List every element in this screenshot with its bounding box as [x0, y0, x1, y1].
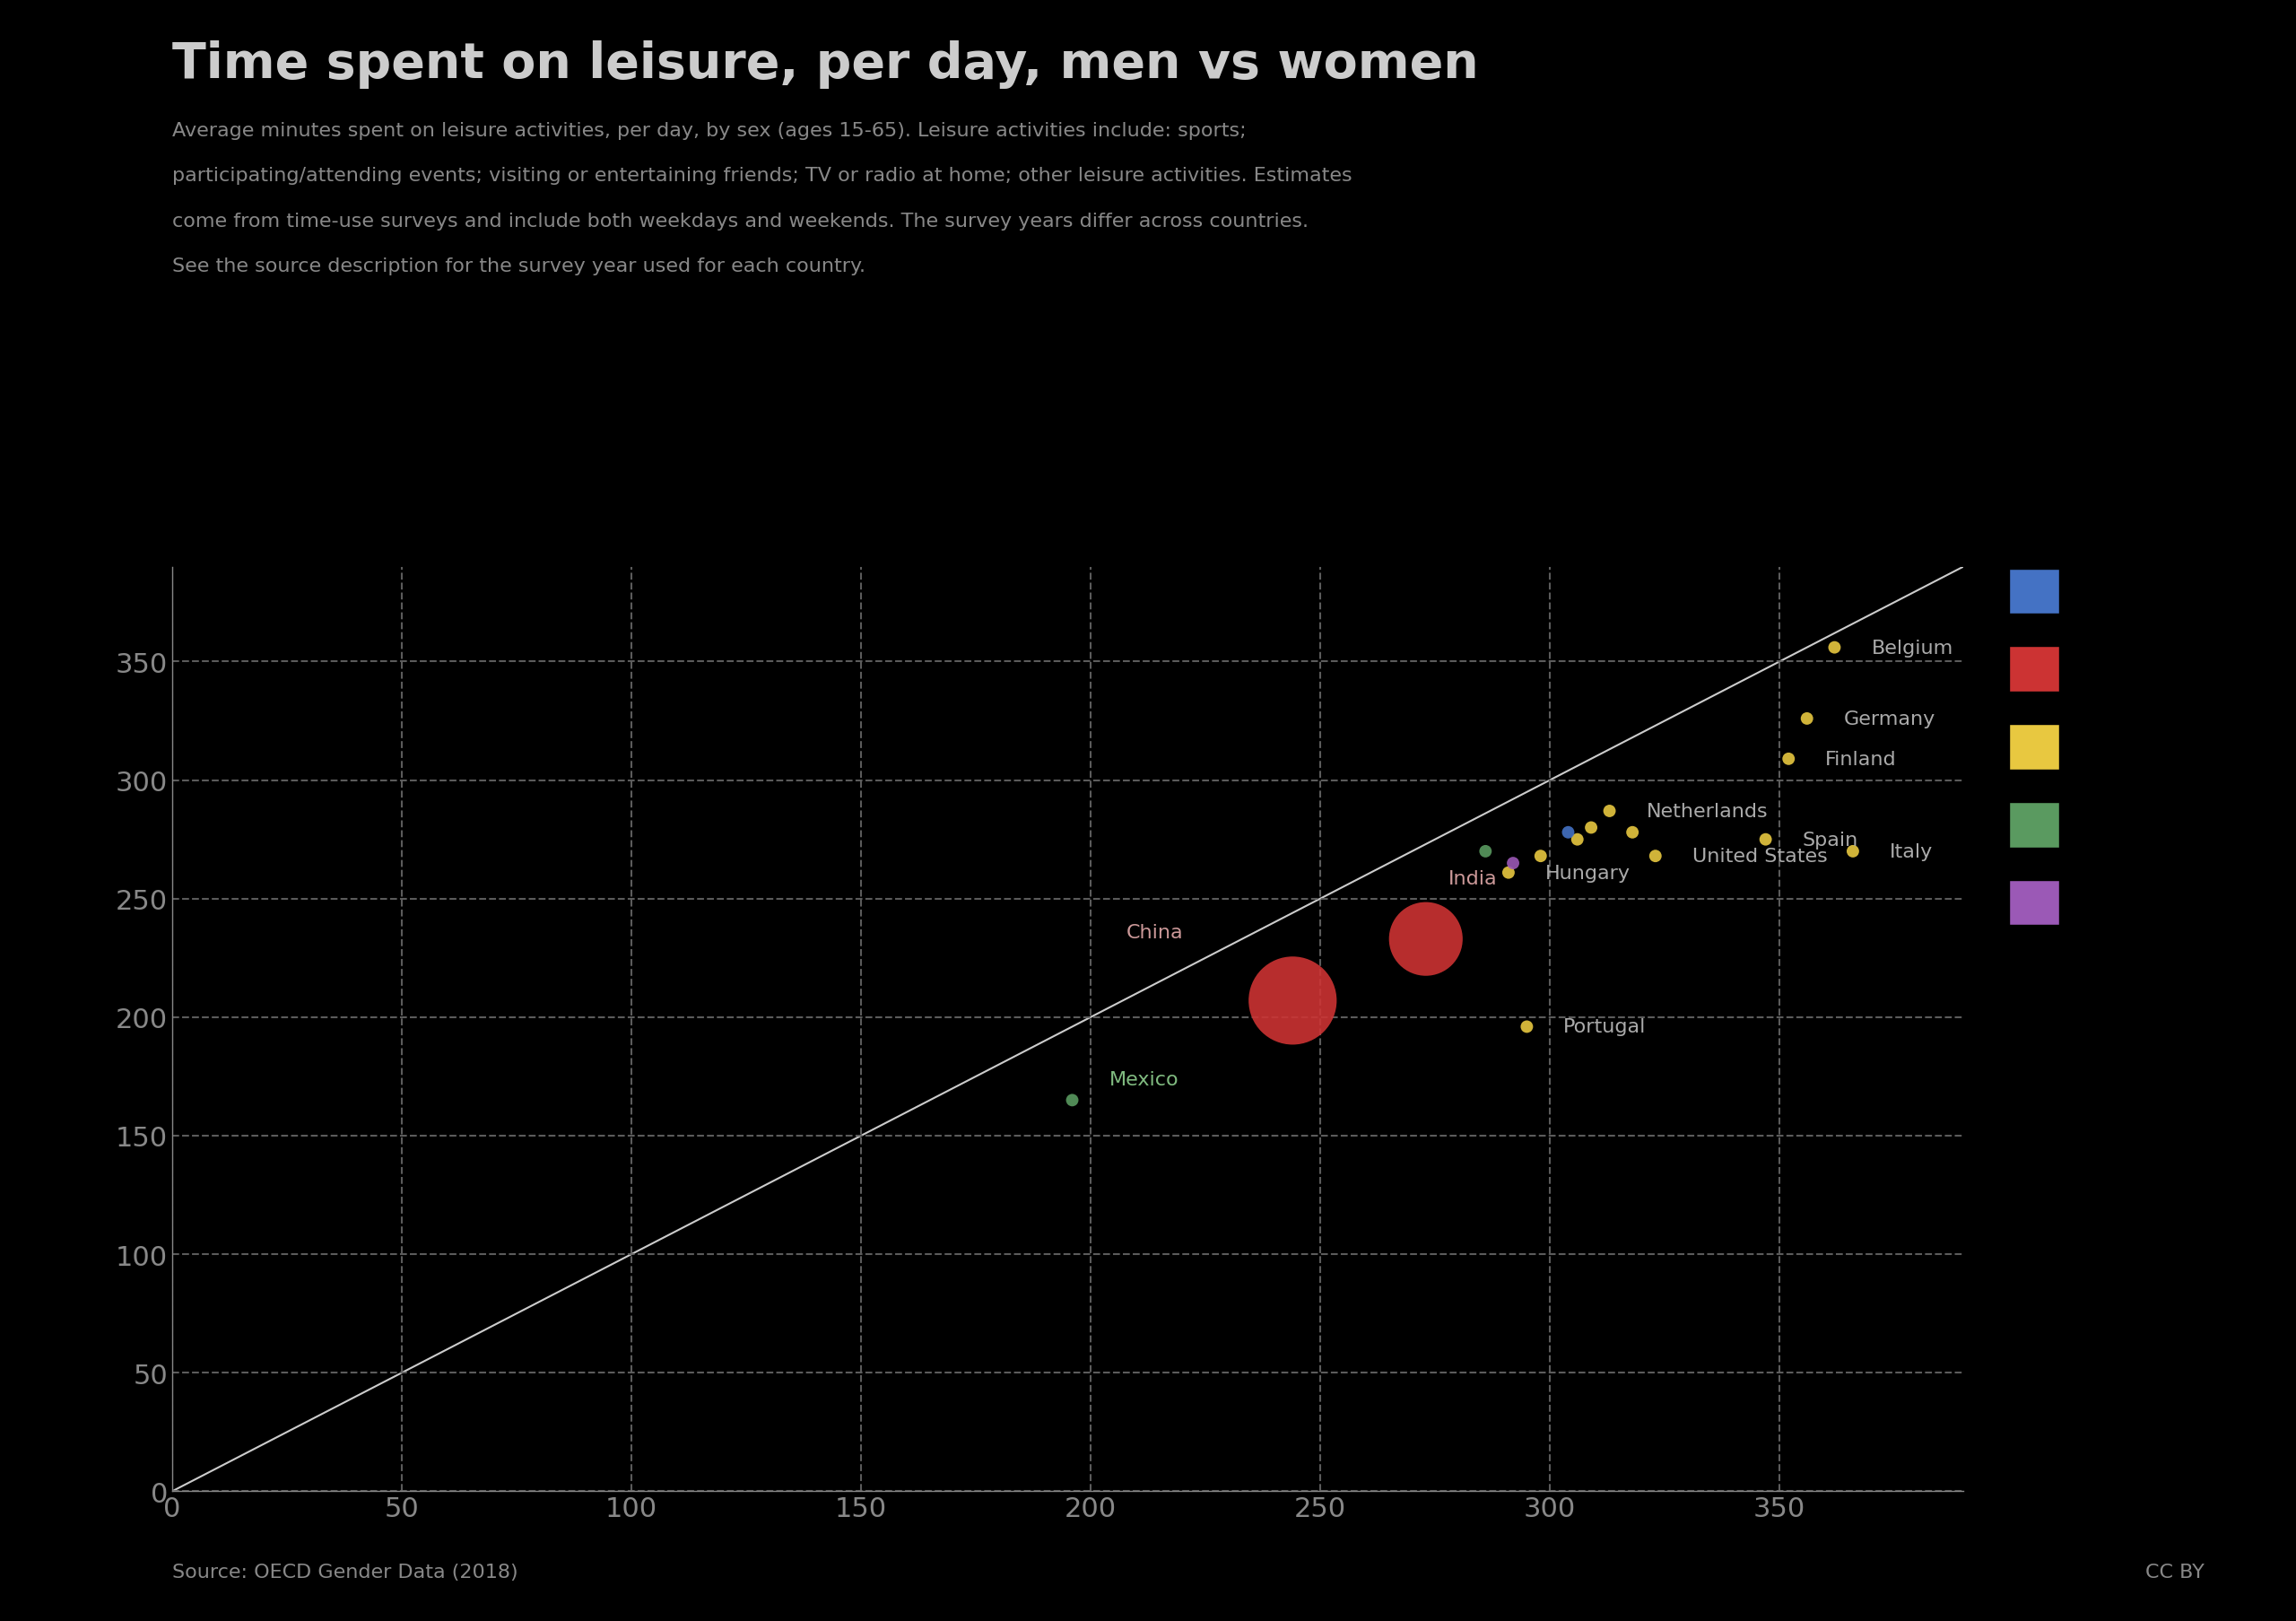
- Point: [1054, 1088, 1091, 1114]
- Text: Time spent on leisure, per day, men vs women: Time spent on leisure, per day, men vs w…: [172, 41, 1479, 89]
- Point: [1274, 987, 1311, 1013]
- Point: [1495, 851, 1531, 877]
- Text: come from time-use surveys and include both weekdays and weekends. The survey ye: come from time-use surveys and include b…: [172, 212, 1309, 230]
- Point: [1591, 799, 1628, 825]
- Point: [1490, 861, 1527, 887]
- Text: Hungary: Hungary: [1545, 864, 1630, 882]
- Point: [1508, 1015, 1545, 1041]
- Point: [1559, 827, 1596, 853]
- Point: [1573, 815, 1609, 841]
- Text: United States: United States: [1692, 848, 1828, 866]
- Point: [1770, 746, 1807, 772]
- Point: [1614, 820, 1651, 846]
- Point: [1550, 820, 1587, 846]
- Text: Belgium: Belgium: [1871, 639, 1954, 657]
- Text: Germany: Germany: [1844, 710, 1936, 728]
- Point: [1522, 843, 1559, 869]
- Text: India: India: [1449, 869, 1497, 887]
- Text: Mexico: Mexico: [1109, 1070, 1178, 1089]
- Text: Average minutes spent on leisure activities, per day, by sex (ages 15-65). Leisu: Average minutes spent on leisure activit…: [172, 122, 1247, 139]
- Text: Netherlands: Netherlands: [1646, 802, 1768, 820]
- Point: [1407, 926, 1444, 952]
- Text: See the source description for the survey year used for each country.: See the source description for the surve…: [172, 258, 866, 276]
- Point: [1637, 843, 1674, 869]
- Text: CC BY: CC BY: [2144, 1563, 2204, 1580]
- Point: [1789, 707, 1825, 733]
- Text: participating/attending events; visiting or entertaining friends; TV or radio at: participating/attending events; visiting…: [172, 167, 1352, 185]
- Point: [1835, 838, 1871, 864]
- Text: Italy: Italy: [1890, 843, 1933, 861]
- Text: Finland: Finland: [1825, 751, 1896, 768]
- Text: China: China: [1127, 924, 1182, 942]
- Point: [1747, 827, 1784, 853]
- Text: Source: OECD Gender Data (2018): Source: OECD Gender Data (2018): [172, 1563, 519, 1580]
- Text: Spain: Spain: [1802, 832, 1857, 849]
- Point: [1467, 838, 1504, 864]
- Point: [1816, 635, 1853, 661]
- Text: Portugal: Portugal: [1564, 1018, 1646, 1036]
